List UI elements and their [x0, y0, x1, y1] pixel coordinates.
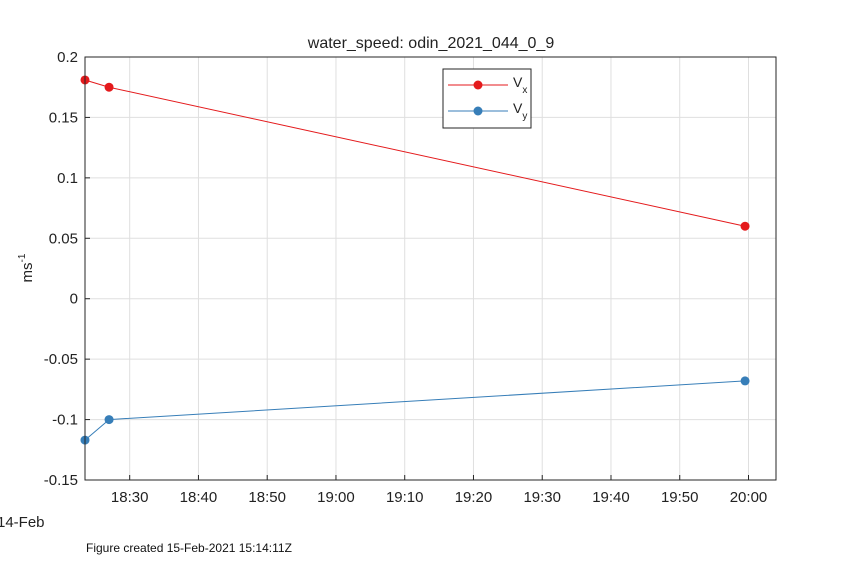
- y-tick-label: -0.05: [44, 351, 78, 368]
- data-point-vx: [740, 221, 750, 231]
- y-tick-label: -0.1: [52, 412, 78, 429]
- y-tick-label: -0.15: [44, 472, 78, 489]
- y-axis-label: ms-1: [17, 253, 36, 282]
- series-group: [80, 75, 750, 445]
- legend-label-name: V: [513, 74, 523, 90]
- legend-box: [442, 68, 532, 129]
- data-point-vy: [740, 376, 750, 386]
- plot-area-frame: [84, 56, 777, 481]
- x-tick-label: 19:10: [386, 489, 424, 506]
- x-tick-label: 19:40: [592, 489, 630, 506]
- series-line-vy: [84, 380, 746, 441]
- axis-ticks: 18:30 18:40 18:50 19:00 19:10 19:20 19:30 19:40…: [44, 49, 767, 506]
- figure-created-footer: Figure created 15-Feb-2021 15:14:11Z: [86, 541, 292, 555]
- x-tick-label: 18:30: [111, 489, 149, 506]
- data-point-vx: [104, 82, 114, 92]
- y-tick-label: 0.1: [57, 170, 78, 187]
- x-tick-label: 19:50: [661, 489, 699, 506]
- x-tick-label: 20:00: [730, 489, 768, 506]
- date-label: 14-Feb: [0, 514, 45, 531]
- series-line-vx: [84, 79, 746, 227]
- grid-lines: [85, 56, 776, 481]
- y-tick-label: 0.05: [49, 230, 78, 247]
- y-tick-label: 0: [70, 291, 78, 308]
- legend-marker: [473, 80, 483, 90]
- y-axis-label-unit: ms: [19, 262, 36, 282]
- legend-label: Vy: [513, 100, 527, 122]
- x-tick-label: 18:40: [180, 489, 218, 506]
- legend-label-subscript: x: [522, 85, 527, 96]
- legend-label: Vx: [513, 74, 527, 96]
- chart-title: water_speed: odin_2021_044_0_9: [307, 35, 555, 52]
- x-tick-label: 19:00: [317, 489, 355, 506]
- x-tick-label: 19:20: [455, 489, 493, 506]
- y-axis-label-exponent: -1: [17, 253, 28, 262]
- legend-label-subscript: y: [522, 111, 527, 122]
- legend-label-name: V: [513, 100, 523, 116]
- data-point-vy: [104, 415, 114, 425]
- x-tick-label: 18:50: [248, 489, 286, 506]
- x-tick-label: 19:30: [523, 489, 561, 506]
- y-tick-label: 0.15: [49, 109, 78, 126]
- y-tick-label: 0.2: [57, 49, 78, 66]
- legend-marker: [473, 106, 483, 116]
